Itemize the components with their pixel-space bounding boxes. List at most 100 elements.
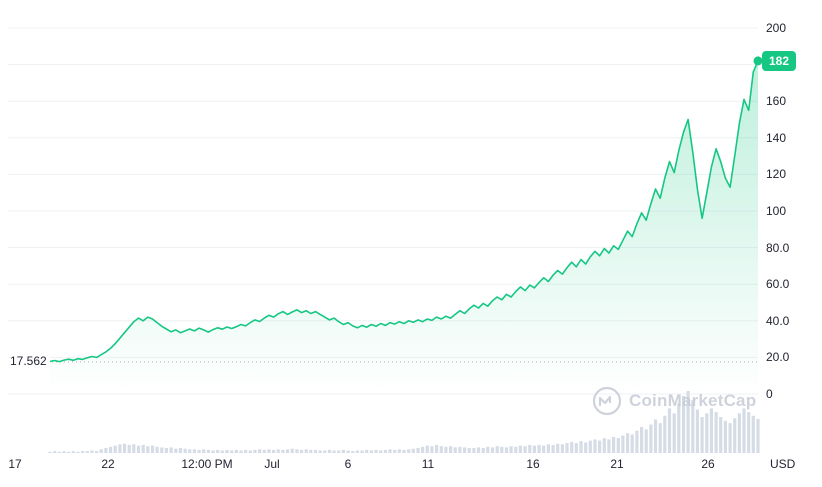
volume-bar	[509, 446, 513, 453]
volume-bar	[714, 412, 718, 453]
volume-bar	[751, 415, 755, 453]
volume-bar	[164, 448, 168, 453]
volume-bar	[411, 448, 415, 453]
volume-bar	[733, 418, 737, 453]
volume-bar	[295, 449, 299, 453]
volume-bar	[532, 445, 536, 453]
volume-bar	[612, 436, 616, 453]
volume-bar	[565, 443, 569, 453]
volume-bar	[332, 450, 336, 453]
volume-bar	[104, 448, 108, 453]
volume-bar	[150, 445, 155, 453]
volume-bar	[542, 445, 546, 453]
volume-bar	[169, 447, 173, 453]
volume-bar	[463, 447, 467, 453]
volume-bar	[393, 449, 397, 453]
volume-bar	[71, 451, 75, 453]
volume-bar	[76, 451, 80, 453]
volume-bar	[244, 449, 248, 453]
volume-bar	[388, 449, 392, 453]
volume-bar	[458, 446, 462, 453]
volume-bar	[90, 450, 94, 453]
volume-bar	[737, 413, 741, 453]
x-tick-label: Jul	[264, 457, 280, 471]
y-tick-label: 20.0	[766, 350, 790, 364]
x-tick-label: 12:00 PM	[181, 457, 233, 471]
volume-bar	[188, 449, 192, 453]
volume-bar	[374, 449, 378, 453]
current-price-badge: 182	[762, 51, 797, 71]
volume-bar	[141, 444, 145, 453]
volume-bar	[346, 450, 350, 453]
volume-bar	[337, 450, 341, 453]
volume-bar	[202, 449, 206, 453]
volume-bar	[663, 415, 667, 453]
x-tick-label: 16	[526, 457, 540, 471]
volume-bar	[560, 444, 564, 453]
coinmarketcap-logo-icon	[592, 386, 622, 416]
volume-bar	[467, 448, 471, 453]
volume-bar	[490, 447, 495, 453]
volume-bar	[341, 449, 345, 453]
volume-bar	[425, 445, 429, 453]
volume-bar	[556, 443, 560, 453]
volume-bar	[299, 449, 304, 453]
price-line	[49, 60, 759, 363]
x-tick-label: 6	[344, 457, 352, 471]
volume-bar	[220, 450, 224, 453]
volume-bar	[62, 451, 66, 453]
volume-bar	[723, 420, 727, 453]
volume-bar	[318, 450, 322, 453]
x-tick-label: 22	[101, 457, 115, 471]
y-tick-label: 160	[766, 94, 787, 108]
volume-bar	[81, 451, 85, 453]
volume-bar	[262, 449, 266, 453]
volume-bar	[360, 450, 364, 453]
volume-bar	[481, 448, 485, 453]
volume-bar	[756, 418, 760, 453]
volume-bar	[369, 450, 373, 453]
volume-bar	[677, 403, 681, 453]
volume-bar	[67, 451, 71, 453]
volume-bar	[486, 446, 490, 453]
volume-bar	[178, 448, 182, 453]
volume-bar	[397, 449, 401, 453]
volume-bar	[602, 438, 606, 453]
y-tick-label: 100	[766, 204, 787, 218]
volume-bar	[644, 429, 648, 453]
volume-bar	[742, 408, 746, 453]
volume-bar	[430, 446, 434, 453]
volume-bar	[379, 450, 383, 453]
volume-bar	[518, 445, 522, 453]
volume-bar	[53, 451, 57, 453]
volume-bar	[286, 449, 290, 453]
volume-bar	[99, 449, 103, 453]
volume-bar	[258, 449, 262, 453]
volume-bar	[504, 447, 509, 453]
volume-bar	[95, 451, 99, 453]
volume-bar	[728, 423, 732, 453]
volume-bar	[574, 443, 578, 453]
y-tick-label: 200	[766, 21, 787, 35]
volume-bar	[551, 444, 555, 453]
volume-bar	[695, 409, 699, 453]
volume-bar	[672, 413, 676, 453]
volume-bar	[719, 417, 723, 453]
volume-bar	[579, 441, 583, 453]
volume-bar	[290, 448, 294, 453]
y-tick-label: 120	[766, 167, 787, 181]
volume-bar	[351, 451, 355, 453]
volume-bar	[621, 435, 625, 453]
volume-bar	[146, 446, 150, 453]
watermark: CoinMarketCap	[592, 386, 756, 416]
volume-bar	[700, 417, 704, 453]
x-tick-label: 11	[421, 457, 435, 471]
volume-bar	[225, 449, 229, 453]
volume-bar	[747, 412, 751, 453]
volume-bar	[48, 451, 52, 453]
y-tick-label: 60.0	[766, 277, 790, 291]
volume-bar	[588, 440, 592, 453]
volume-bar	[174, 448, 178, 453]
